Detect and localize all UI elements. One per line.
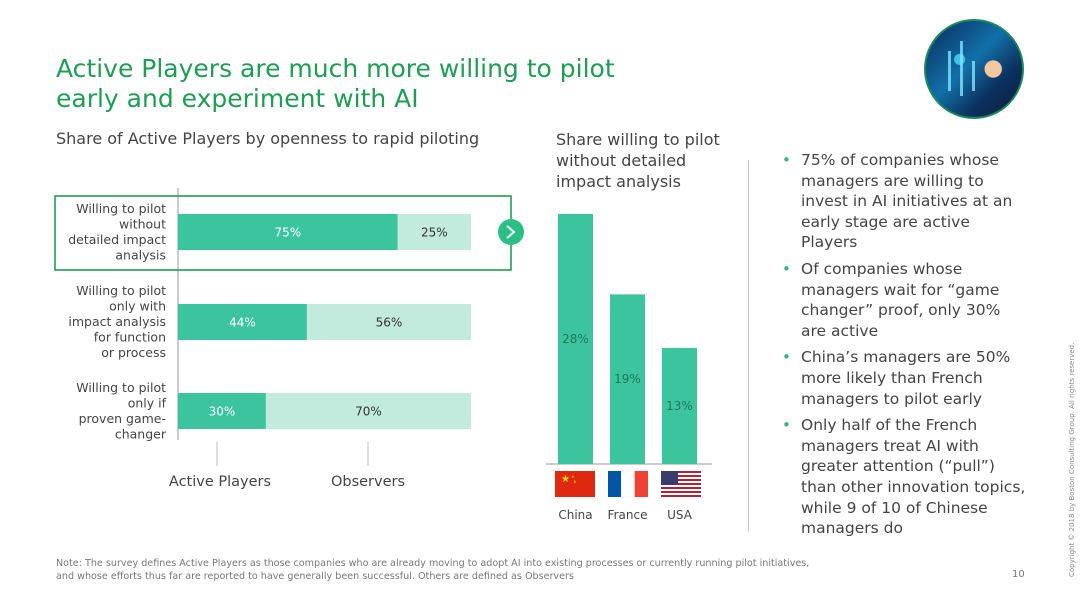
usa-flag-stripe [661, 475, 701, 477]
ai-hand-photo-icon [924, 19, 1024, 119]
category-label-line: Willing to pilot [76, 380, 166, 395]
category-label: Willing to pilot only if proven game-chang… [76, 380, 167, 442]
country-bar-china [558, 214, 593, 464]
usa-flag-stripe [661, 491, 701, 493]
legend-active-players: Active Players [169, 474, 271, 490]
category-label-line: only if [128, 395, 167, 410]
country-label: France [608, 508, 648, 522]
bullet-item-4: Only half of the French managers treat A… [778, 415, 1028, 539]
usa-flag-stripe [661, 473, 701, 475]
usa-flag-stripe [661, 489, 701, 491]
vertical-divider [748, 160, 749, 532]
china-flag-small-star: ★ [571, 474, 575, 479]
left-chart-title: Share of Active Players by openness to r… [56, 129, 480, 148]
bar-value-label: 75% [275, 226, 302, 240]
usa-flag-stripe [661, 481, 701, 483]
category-label-line: for function [94, 330, 166, 345]
title-line-2: early and experiment with AI [56, 84, 419, 113]
category-label: Willing to pilot without detailed impact an… [68, 201, 166, 263]
active-players-bar [178, 304, 307, 340]
china-flag-star: ★ [561, 474, 570, 485]
france-flag-blue [608, 471, 622, 497]
usa-flag-stripe [661, 471, 701, 473]
country-value-label: 28% [562, 332, 589, 346]
bar-value-label: 70% [355, 405, 382, 419]
bar-value-label: 25% [421, 226, 448, 240]
usa-flag-stripe [661, 495, 701, 497]
chevron-right-icon [506, 225, 516, 239]
country-value-label: 13% [666, 399, 693, 413]
page-number: 10 [1012, 569, 1025, 580]
category-label: Willing to pilot only with impact analysis… [68, 283, 166, 360]
bullet-item-2: Of companies whose managers wait for “ga… [778, 259, 1028, 341]
china-flag-field [555, 471, 595, 497]
slide-title: Active Players are much more willing to … [56, 54, 676, 114]
highlight-arrow-icon [498, 219, 524, 245]
category-label-line: changer [115, 426, 167, 441]
country-value-label: 19% [614, 372, 641, 386]
country-chart-title: Share willing to pilot without detailed … [556, 130, 720, 191]
copyright-text: Copyright © 2018 by Boston Consulting Gr… [1068, 342, 1076, 577]
observers-bar [397, 214, 471, 250]
usa-flag-icon [661, 471, 701, 497]
footnote-line-1: Note: The survey defines Active Players … [56, 558, 810, 569]
country-label: USA [667, 508, 693, 522]
key-findings-list: 75% of companies whose managers are will… [778, 150, 1028, 545]
title-line-1: Active Players are much more willing to … [56, 54, 615, 83]
country-chart: 28% China 19% France 13% USA ★ ★★ [546, 214, 712, 522]
footnote: Note: The survey defines Active Players … [56, 557, 916, 583]
france-flag-icon [608, 470, 648, 498]
category-label-line: impact analysis [68, 314, 166, 329]
category-label-line: Willing to pilot [76, 201, 166, 216]
bar-value-label: 56% [376, 316, 403, 330]
country-bar-usa [662, 347, 697, 464]
bullet-item-3: China’s managers are 50% more likely tha… [778, 347, 1028, 409]
usa-flag-stripe [661, 485, 701, 487]
china-flag-small-star: ★ [573, 479, 577, 484]
country-label: China [558, 508, 592, 522]
active-players-bar [178, 393, 266, 429]
bar-value-label: 30% [209, 405, 236, 419]
category-label-line: Willing to pilot [76, 283, 166, 298]
footnote-line-2: and whose efforts thus far are reported … [56, 571, 574, 582]
category-label-line: or process [101, 345, 166, 360]
china-flag-icon: ★ ★★ [555, 471, 595, 497]
observers-bar [306, 304, 471, 340]
piloting-openness-chart: Willing to pilot without detailed impact an… [54, 188, 524, 490]
category-label-line: analysis [115, 247, 166, 262]
category-label-line: detailed impact [68, 232, 166, 247]
legend-observers: Observers [331, 474, 405, 490]
usa-flag-stripe [661, 493, 701, 495]
france-flag-white [621, 470, 635, 498]
observers-bar [265, 393, 471, 429]
category-label-line: proven game- [79, 411, 166, 426]
usa-flag-canton [661, 471, 678, 485]
usa-flag-stripe [661, 479, 701, 481]
usa-flag-stripe [661, 483, 701, 485]
usa-flag-stripe [661, 487, 701, 489]
active-players-bar [178, 214, 398, 250]
country-bar-france [610, 294, 645, 464]
category-label-line: without [119, 216, 166, 231]
france-flag-red [634, 471, 648, 497]
usa-flag-stripe [661, 477, 701, 479]
category-label-line: only with [109, 299, 166, 314]
bar-value-label: 44% [229, 316, 256, 330]
bullet-item-1: 75% of companies whose managers are will… [778, 150, 1028, 253]
